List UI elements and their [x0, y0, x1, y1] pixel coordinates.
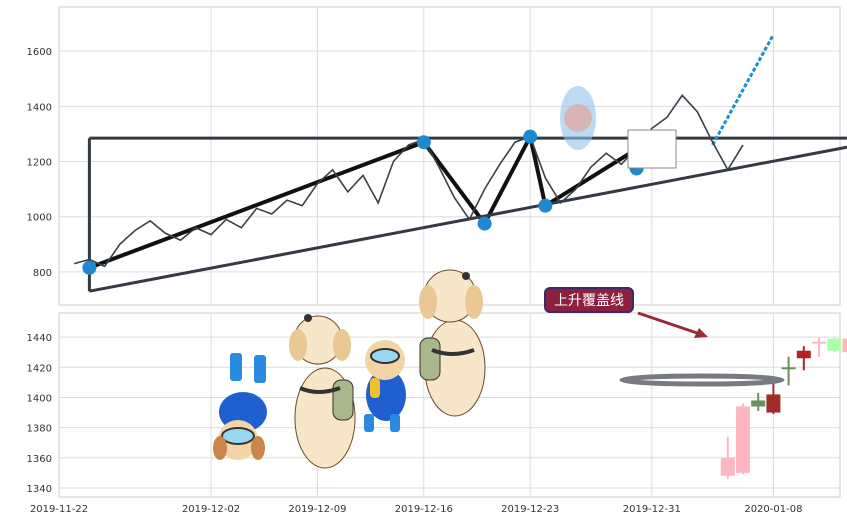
top-panel — [58, 6, 841, 306]
bottom-y-tick-label: 1400 — [27, 393, 52, 404]
top-y-tick-label: 1000 — [27, 213, 52, 224]
candle-highlight-ring — [619, 373, 785, 387]
top-y-tick-label: 800 — [33, 268, 52, 279]
dog-mascot-diver-center — [364, 340, 406, 432]
thumbnail-box — [627, 129, 677, 169]
axis-ticks: 800 1000 1200 1400 1600 1340 1360 1380 1400 1420 1… — [27, 47, 803, 515]
x-tick-label: 2019-12-31 — [623, 504, 681, 515]
pivot-marker — [82, 260, 97, 275]
x-tick-label: 2019-12-09 — [288, 504, 346, 515]
candle-body — [812, 341, 826, 344]
candle-body — [736, 406, 750, 473]
annotation-callout: 上升覆盖线 — [544, 287, 708, 338]
dog-mascot-large-right — [419, 269, 486, 417]
candle-body — [751, 400, 766, 407]
trend-line — [89, 145, 847, 293]
bottom-y-tick-label: 1440 — [27, 333, 52, 344]
top-y-tick-label: 1600 — [27, 47, 52, 58]
bottom-y-tick-label: 1340 — [27, 484, 52, 495]
pivot-marker — [416, 135, 431, 150]
top-y-tick-label: 1400 — [27, 102, 52, 113]
pivot-marker — [523, 129, 538, 144]
dog-mascot-small-left — [213, 353, 267, 460]
top-y-tick-label: 1200 — [27, 158, 52, 169]
bottom-chart-marks — [619, 337, 847, 479]
top-chart-marks — [73, 33, 847, 293]
dog-mascot-large-center — [289, 314, 356, 469]
candle-body — [766, 394, 781, 413]
candle-body — [842, 338, 847, 353]
trend-line — [711, 33, 775, 146]
breakout-highlight-core — [564, 104, 592, 132]
annotation-label: 上升覆盖线 — [554, 293, 624, 309]
bottom-y-tick-label: 1420 — [27, 363, 52, 374]
x-tick-label: 2019-12-16 — [395, 504, 453, 515]
candle-body — [781, 367, 796, 370]
bottom-y-tick-label: 1360 — [27, 454, 52, 465]
x-tick-label: 2020-01-08 — [744, 504, 802, 515]
x-tick-label: 2019-11-22 — [30, 504, 88, 515]
candle-body — [720, 457, 735, 476]
x-tick-label: 2019-12-23 — [501, 504, 559, 515]
bottom-y-tick-label: 1380 — [27, 424, 52, 435]
trend-line — [88, 130, 638, 270]
candle-body — [796, 350, 811, 359]
pivot-marker — [477, 216, 492, 231]
pivot-marker — [538, 198, 553, 213]
x-tick-label: 2019-12-02 — [182, 504, 240, 515]
candle-body — [827, 338, 842, 351]
